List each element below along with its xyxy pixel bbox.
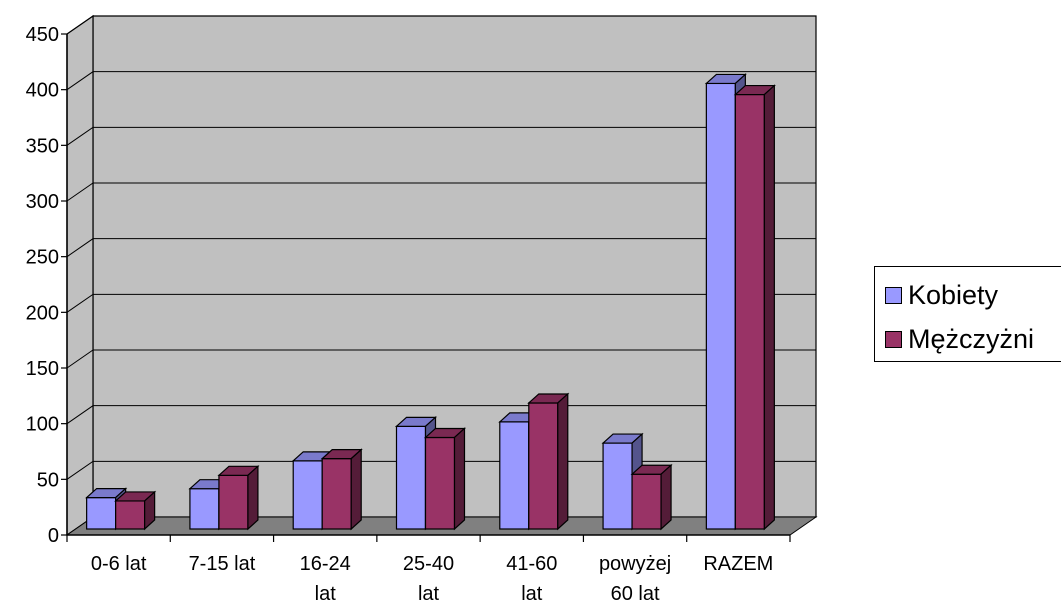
bars: [85, 73, 776, 531]
y-tick-label: 350: [26, 135, 59, 157]
gridline: [66, 238, 816, 258]
y-tick-label: 250: [26, 247, 59, 269]
y-tick-label: 150: [26, 358, 59, 380]
bar-front: [734, 93, 765, 530]
x-tick-label: 25-40 lat: [403, 553, 454, 605]
bar-mężczyżni-0: [114, 490, 157, 531]
bar-front: [631, 473, 662, 530]
gridline: [66, 349, 816, 369]
bar-mężczyżni-1: [217, 464, 260, 531]
bar-front: [395, 425, 427, 530]
legend-swatch-mezczyzni: [885, 330, 902, 348]
legend-item-kobiety: Kobiety: [885, 275, 998, 315]
bar-mężczyżni-2: [320, 448, 363, 531]
bar-front: [86, 497, 117, 530]
legend: Kobiety Mężczyżni: [874, 266, 1061, 362]
legend-label-mezczyzni: Mężczyżni: [908, 323, 1035, 354]
side-wall: [66, 14, 94, 537]
gridline: [66, 126, 816, 146]
legend-label-kobiety: Kobiety: [908, 279, 999, 310]
y-tick-label: 400: [26, 80, 59, 102]
bar-front: [705, 82, 736, 530]
gridlines: [66, 15, 816, 480]
bar-side: [144, 490, 156, 531]
axes: [61, 33, 791, 542]
x-tick-label: RAZEM: [703, 553, 773, 575]
bar-front: [499, 421, 530, 530]
y-tick-label: 100: [26, 414, 59, 436]
bar-side: [763, 84, 775, 531]
bar-front: [218, 474, 249, 530]
y-tick-label: 0: [48, 525, 59, 547]
bar-front: [115, 500, 146, 530]
gridline: [66, 71, 816, 91]
x-tick-label: 16-24 lat: [300, 553, 351, 605]
bar-side: [350, 448, 362, 531]
x-tick-label: 0-6 lat: [91, 553, 147, 575]
gridline: [66, 15, 816, 35]
gridline: [66, 460, 816, 480]
y-tick-label: 300: [26, 191, 59, 213]
y-axis-tick-labels: 0 50 100 150 200 250 300 350 400 450: [26, 24, 59, 547]
gridline: [66, 182, 816, 202]
gridline: [66, 405, 816, 425]
bar-mężczyżni-4: [527, 392, 570, 531]
bar-front: [602, 442, 633, 530]
bar-side: [247, 464, 259, 531]
bar-front: [528, 402, 559, 530]
legend-swatch-kobiety: [885, 286, 902, 304]
bar-side: [660, 463, 672, 531]
y-tick-label: 50: [37, 469, 59, 491]
bar-front: [292, 460, 323, 530]
legend-item-mezczyzni: Mężczyżni: [885, 319, 1034, 359]
bar-mężczyżni-3: [423, 427, 467, 531]
y-tick-label: 200: [26, 302, 59, 324]
bar-side: [453, 427, 466, 531]
bar-front: [321, 458, 352, 530]
bar-mężczyżni-6: [733, 84, 776, 531]
gridline: [66, 293, 816, 313]
bar-front: [424, 436, 456, 530]
bar-front: [189, 488, 220, 530]
x-tick-label: powyżej 60 lat: [599, 553, 671, 605]
y-tick-label: 450: [26, 24, 59, 46]
x-tick-label: 41-60 lat: [506, 553, 557, 605]
x-tick-label: 7-15 lat: [189, 553, 256, 575]
bar-mężczyżni-5: [630, 463, 673, 531]
bar-side: [557, 392, 569, 531]
x-axis-tick-labels: 0-6 lat 7-15 lat 16-24 lat 25-40 lat 41-60 lat p…: [91, 553, 774, 605]
